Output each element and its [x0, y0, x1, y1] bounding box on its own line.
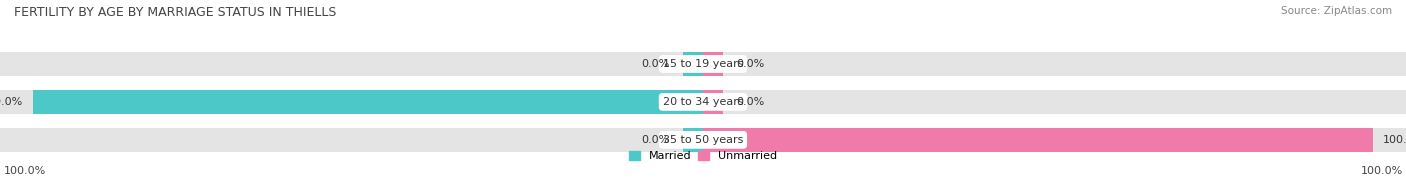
Text: 35 to 50 years: 35 to 50 years [662, 135, 744, 145]
Text: 100.0%: 100.0% [3, 166, 45, 176]
Bar [0, 90, 1406, 114]
Text: Source: ZipAtlas.com: Source: ZipAtlas.com [1281, 6, 1392, 16]
Bar [0, 128, 1406, 152]
Bar [0, 52, 1406, 76]
Legend: Married, Unmarried: Married, Unmarried [628, 151, 778, 161]
Text: 100.0%: 100.0% [1382, 135, 1406, 145]
Text: 100.0%: 100.0% [0, 97, 24, 107]
Bar [703, 52, 723, 76]
Text: 0.0%: 0.0% [737, 59, 765, 69]
Bar [683, 52, 703, 76]
Text: 0.0%: 0.0% [737, 97, 765, 107]
Text: 0.0%: 0.0% [641, 59, 669, 69]
Text: 0.0%: 0.0% [641, 135, 669, 145]
Bar [703, 90, 723, 114]
Text: 20 to 34 years: 20 to 34 years [662, 97, 744, 107]
Bar [703, 128, 1372, 152]
Text: 100.0%: 100.0% [1361, 166, 1403, 176]
Bar [34, 90, 703, 114]
Bar [683, 128, 703, 152]
Text: 15 to 19 years: 15 to 19 years [662, 59, 744, 69]
Text: FERTILITY BY AGE BY MARRIAGE STATUS IN THIELLS: FERTILITY BY AGE BY MARRIAGE STATUS IN T… [14, 6, 336, 19]
